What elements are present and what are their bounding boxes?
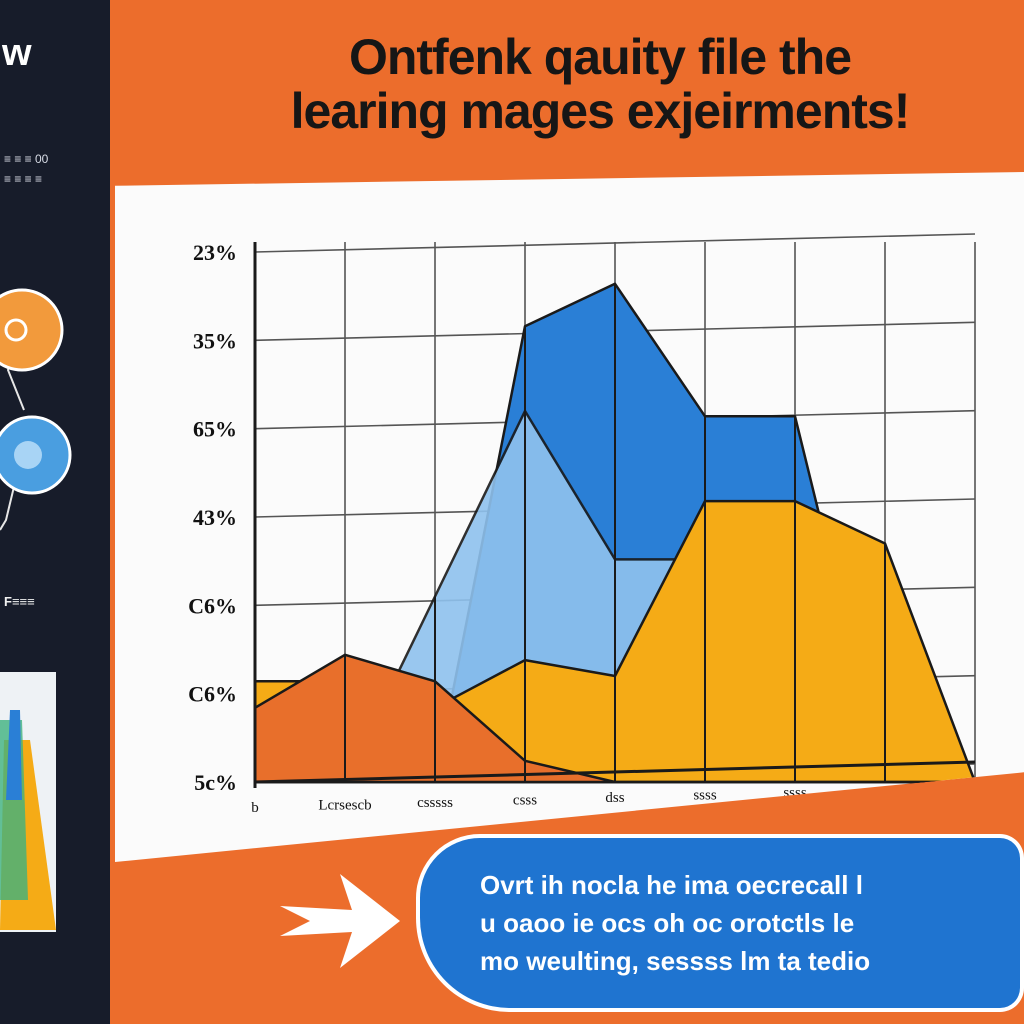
x-tick-label: b xyxy=(251,800,259,816)
orange-node-icon xyxy=(0,288,64,372)
y-tick-label: C6% xyxy=(188,682,237,707)
x-tick-label: le xyxy=(970,780,981,796)
x-tick-label: sss xyxy=(876,783,894,799)
left-panel: w ≡ ≡ ≡ 00 ≡ ≡ ≡ ≡ F≡≡≡ xyxy=(0,0,110,1024)
callout-text: Ovrt ih nocla he ima oecrecall l u oaoo … xyxy=(480,866,1000,980)
x-tick-label: ssss xyxy=(783,785,807,801)
y-tick-label: 5c% xyxy=(194,770,237,795)
x-tick-label: csss xyxy=(513,793,537,809)
arrow-icon xyxy=(280,874,400,968)
x-tick-label: dss xyxy=(605,790,624,806)
y-tick-label: C6% xyxy=(188,593,237,618)
left-meta-line-2: ≡ ≡ ≡ ≡ xyxy=(4,172,43,186)
y-tick-label: 35% xyxy=(193,328,237,353)
callout-line-3: mo weulting, sessss lm ta tedio xyxy=(480,946,871,976)
left-meta-line-1: ≡ ≡ ≡ 00 xyxy=(4,152,49,166)
y-tick-label: 65% xyxy=(193,417,237,442)
area-chart: 23% 35% 65% 43% C6% C6% 5c% b Lcrsescb csssss csss… xyxy=(188,233,981,816)
chart-board: 23% 35% 65% 43% C6% C6% 5c% b Lcrsescb csssss csss… xyxy=(115,172,1024,862)
page-title: Ontfenk qauity file the learing mages ex… xyxy=(200,30,1000,138)
left-brand: w xyxy=(2,32,32,74)
left-caption: F≡≡≡ xyxy=(4,594,35,609)
x-tick-label: ssss xyxy=(693,788,717,804)
x-axis xyxy=(254,760,976,784)
callout-line-2: u oaoo ie ocs oh oc orotctls le xyxy=(480,908,855,938)
y-tick-label: 43% xyxy=(193,505,237,530)
title-line-2: learing mages exjeirments! xyxy=(290,83,911,139)
callout-line-1: Ovrt ih nocla he ima oecrecall l xyxy=(480,870,863,900)
title-line-1: Ontfenk qauity file the xyxy=(348,29,852,85)
callout-bubble: Ovrt ih nocla he ima oecrecall l u oaoo … xyxy=(420,838,1020,1008)
x-tick-label: Lcrsescb xyxy=(318,798,371,814)
left-decoration xyxy=(0,288,72,932)
y-tick-label: 23% xyxy=(193,240,237,265)
x-tick-label: csssss xyxy=(417,795,453,811)
